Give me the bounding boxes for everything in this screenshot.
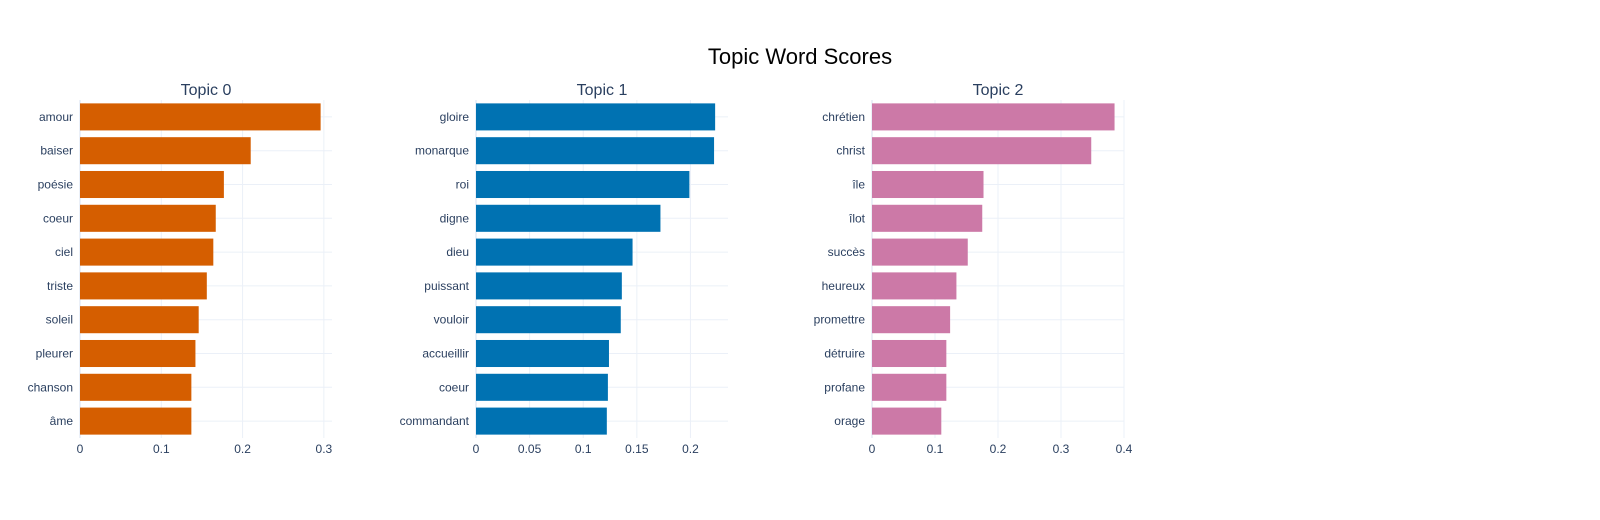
bar-dieu	[476, 238, 633, 266]
bar-succès	[872, 238, 968, 266]
bar-digne	[476, 204, 661, 232]
bar-christ	[872, 137, 1092, 165]
panel-title: Topic 0	[181, 82, 232, 99]
category-label: gloire	[440, 110, 470, 124]
bar-roi	[476, 170, 690, 199]
bar-îlot	[872, 204, 983, 232]
x-tick-label: 0.2	[234, 442, 251, 456]
category-label: détruire	[824, 347, 865, 361]
category-label: commandant	[400, 414, 470, 428]
bar-pleurer	[80, 339, 196, 368]
bar-chrétien	[872, 103, 1115, 131]
chart-title: Topic Word Scores	[708, 44, 892, 69]
bar-commandant	[476, 407, 607, 435]
category-label: triste	[47, 279, 73, 293]
bar-promettre	[872, 306, 951, 334]
x-tick-label: 0.3	[1053, 442, 1070, 456]
category-label: soleil	[46, 313, 73, 327]
bar-coeur	[80, 204, 216, 232]
category-label: coeur	[439, 380, 469, 394]
bar-profane	[872, 373, 947, 401]
category-label: dieu	[446, 245, 469, 259]
subplot-panels: Topic 0 0 0.1 0.2 0.3 amour baiser poésie coeur c…	[28, 82, 1133, 456]
category-label: promettre	[814, 313, 866, 327]
category-label: profane	[824, 380, 865, 394]
category-label: succès	[828, 245, 865, 259]
category-label: poésie	[38, 178, 74, 192]
x-tick-label: 0.3	[316, 442, 333, 456]
panel-topic-1: Topic 1 0 0.05 0.1 0.15 0.2 gloire monarque roi d…	[400, 82, 728, 456]
category-label: âme	[50, 414, 74, 428]
category-label: amour	[39, 110, 73, 124]
category-label: coeur	[43, 211, 73, 225]
category-label: ciel	[55, 245, 73, 259]
category-label: heureux	[822, 279, 865, 293]
bar-puissant	[476, 272, 622, 300]
x-tick-label: 0.2	[682, 442, 699, 456]
x-tick-label: 0.1	[927, 442, 944, 456]
bar-heureux	[872, 272, 957, 300]
x-tick-label: 0.15	[625, 442, 649, 456]
panel-topic-2: Topic 2 0 0.1 0.2 0.3 0.4 chrétien christ île îlo…	[814, 82, 1133, 456]
x-tick-label: 0.1	[153, 442, 170, 456]
category-label: digne	[440, 211, 470, 225]
category-label: chrétien	[822, 110, 865, 124]
bar-île	[872, 170, 984, 199]
category-label: accueillir	[422, 347, 469, 361]
category-label: îlot	[848, 211, 866, 225]
x-tick-label: 0	[869, 442, 876, 456]
bar-poésie	[80, 170, 224, 199]
category-label: orage	[834, 414, 865, 428]
bar-chanson	[80, 373, 192, 401]
bar-accueillir	[476, 339, 609, 368]
category-label: vouloir	[434, 313, 469, 327]
category-label: pleurer	[36, 347, 73, 361]
bar-détruire	[872, 339, 947, 368]
bar-baiser	[80, 137, 251, 165]
category-label: puissant	[424, 279, 469, 293]
bar-âme	[80, 407, 192, 435]
bar-monarque	[476, 137, 715, 165]
category-label: roi	[456, 178, 469, 192]
panel-topic-0: Topic 0 0 0.1 0.2 0.3 amour baiser poésie coeur c…	[28, 82, 333, 456]
category-label: baiser	[40, 144, 73, 158]
x-tick-label: 0.05	[518, 442, 542, 456]
category-label: christ	[836, 144, 865, 158]
bar-amour	[80, 103, 321, 131]
panel-title: Topic 2	[973, 82, 1024, 99]
bar-ciel	[80, 238, 214, 266]
bar-vouloir	[476, 306, 621, 334]
bar-gloire	[476, 103, 716, 131]
category-label: île	[851, 178, 865, 192]
category-label: monarque	[415, 144, 469, 158]
x-tick-label: 0.4	[1116, 442, 1133, 456]
bar-triste	[80, 272, 207, 300]
x-tick-label: 0	[77, 442, 84, 456]
bar-soleil	[80, 306, 199, 334]
x-tick-label: 0.2	[990, 442, 1007, 456]
bar-coeur	[476, 373, 608, 401]
panel-title: Topic 1	[577, 82, 628, 99]
bar-orage	[872, 407, 942, 435]
x-tick-label: 0.1	[575, 442, 592, 456]
x-tick-label: 0	[473, 442, 480, 456]
category-label: chanson	[28, 380, 73, 394]
